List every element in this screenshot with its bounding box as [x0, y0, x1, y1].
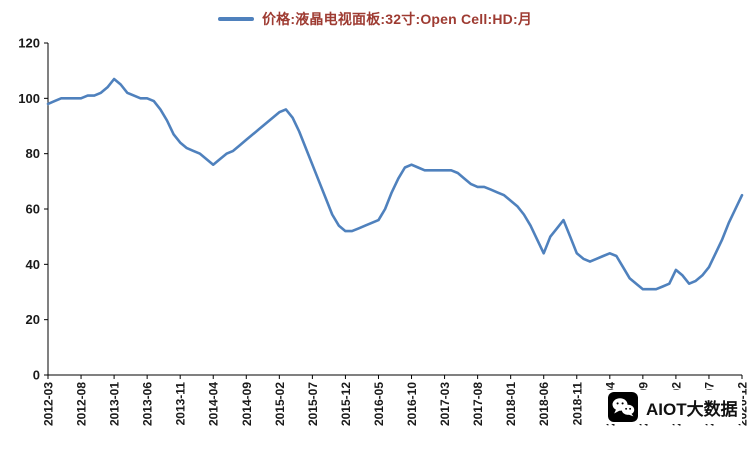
x-tick-label: 2014-04 — [207, 382, 221, 426]
x-tick-label: 2018-06 — [537, 382, 551, 426]
x-tick-label: 2012-03 — [42, 382, 56, 426]
legend-line-swatch — [217, 17, 254, 21]
watermark: AIOT大数据 — [604, 390, 742, 424]
x-tick-label: 2016-05 — [372, 382, 386, 426]
chart-legend: 价格:液晶电视面板:32寸:Open Cell:HD:月 — [0, 9, 750, 29]
x-tick-label: 2017-03 — [438, 382, 452, 426]
x-tick-label: 2014-09 — [240, 382, 254, 426]
wechat-icon — [608, 392, 638, 422]
price-line-series — [46, 77, 744, 291]
x-tick-label: 2018-01 — [504, 382, 518, 426]
y-tick-label: 120 — [18, 36, 40, 51]
x-tick-label: 2015-02 — [273, 382, 287, 426]
x-tick-label: 2015-12 — [339, 382, 353, 426]
x-tick-label: 2012-08 — [75, 382, 89, 426]
watermark-text: AIOT大数据 — [646, 399, 738, 419]
x-tick-label: 2018-11 — [570, 382, 584, 426]
x-tick-label: 2016-10 — [405, 382, 419, 426]
x-tick-label: 2013-06 — [141, 382, 155, 426]
y-tick-label: 80 — [26, 146, 40, 161]
y-tick-label: 60 — [26, 202, 40, 217]
y-tick-label: 0 — [33, 368, 40, 383]
legend-label: 价格:液晶电视面板:32寸:Open Cell:HD:月 — [261, 11, 533, 27]
x-tick-label: 2015-07 — [306, 382, 320, 426]
x-tick-label: 2017-08 — [471, 382, 485, 426]
y-tick-label: 40 — [26, 257, 40, 272]
y-tick-label: 100 — [18, 91, 40, 106]
y-tick-label: 20 — [26, 312, 40, 327]
x-tick-label: 2013-11 — [174, 382, 188, 426]
x-tick-label: 2013-01 — [108, 382, 122, 426]
